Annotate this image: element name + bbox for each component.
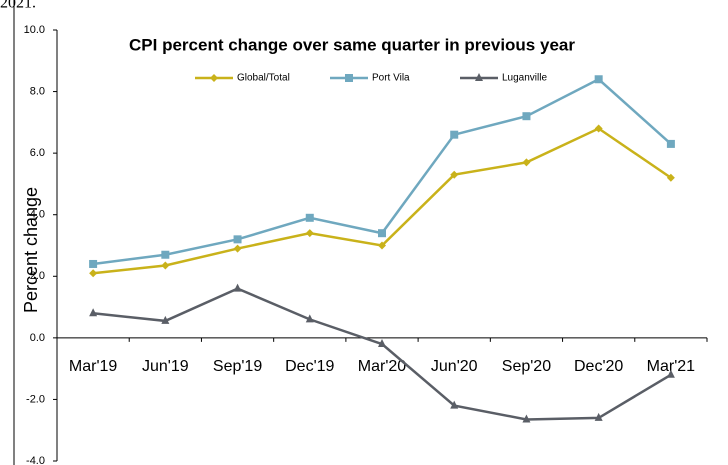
legend-label: Luganville [502, 73, 547, 84]
y-tick-label: 2.0 [30, 270, 45, 282]
x-tick-label: Sep'20 [502, 358, 551, 375]
legend-label: Global/Total [237, 73, 290, 84]
x-tick-label: Sep'19 [213, 358, 262, 375]
marker [666, 369, 675, 378]
x-tick-label: Dec'20 [574, 358, 623, 375]
marker [89, 259, 98, 268]
x-tick-label: Jun'20 [431, 358, 478, 375]
marker [594, 124, 603, 133]
marker [522, 112, 531, 121]
marker [378, 229, 386, 238]
y-tick-label: 0.0 [30, 332, 45, 344]
marker [161, 315, 170, 324]
marker [210, 74, 218, 82]
marker [594, 75, 603, 84]
marker [89, 308, 98, 317]
marker [233, 235, 242, 244]
marker [89, 269, 98, 278]
marker [233, 283, 242, 292]
marker [305, 213, 314, 222]
x-tick-label: Dec'19 [285, 358, 334, 375]
marker [378, 339, 386, 348]
x-tick-label: Mar'20 [358, 358, 407, 375]
y-tick-label: 6.0 [30, 147, 45, 159]
marker [161, 261, 170, 270]
marker [450, 130, 459, 139]
chart-title: CPI percent change over same quarter in … [129, 35, 575, 54]
marker [666, 139, 675, 148]
legend-label: Port Vila [372, 73, 410, 84]
annotation: 2021. [0, 0, 36, 12]
x-tick-label: Mar'19 [69, 358, 118, 375]
y-tick-label: 8.0 [30, 85, 45, 97]
y-tick-label: 4.0 [30, 209, 45, 221]
y-axis-label: Percent change [21, 187, 41, 313]
marker [666, 173, 675, 182]
series-line [92, 287, 672, 421]
marker [522, 414, 531, 423]
marker [450, 400, 459, 409]
x-tick-label: Mar'21 [647, 358, 696, 375]
y-tick-label: 10.0 [24, 24, 45, 36]
marker [475, 73, 483, 81]
marker [378, 241, 386, 250]
marker [450, 170, 459, 179]
marker [345, 74, 353, 82]
marker [305, 229, 314, 238]
x-tick-label: Jun'19 [142, 358, 189, 375]
y-tick-label: -4.0 [26, 455, 45, 465]
marker [594, 412, 603, 421]
marker [161, 250, 170, 259]
marker [233, 244, 242, 253]
marker [305, 314, 314, 323]
marker [522, 158, 531, 167]
y-tick-label: -2.0 [26, 393, 45, 405]
